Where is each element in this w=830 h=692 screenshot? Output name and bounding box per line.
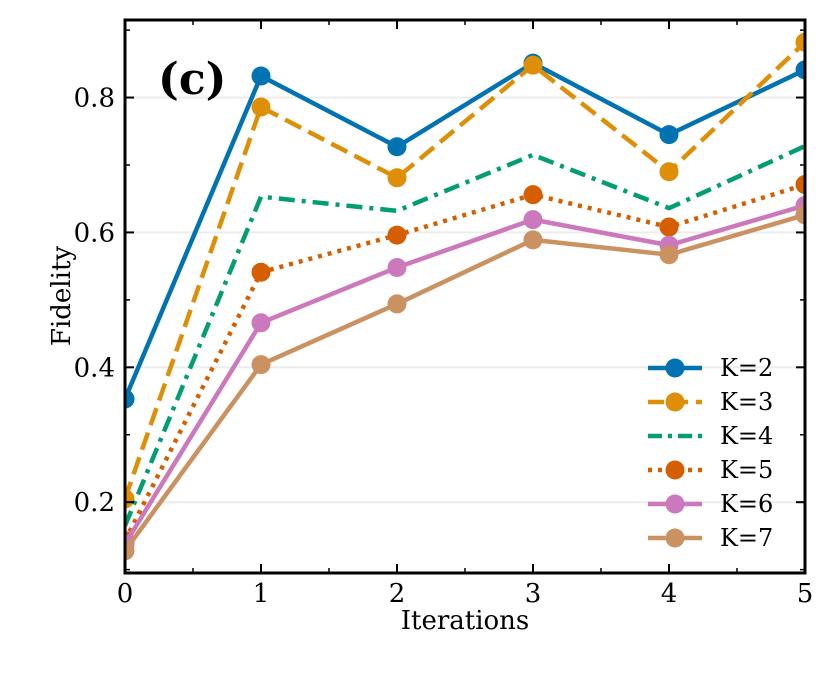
- data-point: [523, 230, 543, 250]
- series-line-k5: [125, 182, 805, 542]
- data-point: [523, 55, 543, 75]
- data-point: [387, 168, 407, 188]
- data-point: [659, 162, 679, 182]
- y-tick-label: 0.6: [74, 218, 115, 248]
- legend-label: K=5: [720, 456, 773, 484]
- data-point: [795, 32, 805, 52]
- axis-ticks: 0.2 0.4 0.6 0.8 0 1 2 3 4 5: [74, 20, 814, 609]
- data-point: [125, 389, 135, 409]
- data-point: [387, 258, 407, 278]
- data-point: [795, 175, 805, 195]
- legend-label: K=3: [720, 388, 773, 416]
- data-point: [523, 185, 543, 205]
- series-line-k2: [125, 60, 805, 400]
- x-axis-title: Iterations: [401, 606, 530, 636]
- x-tick-label: 1: [253, 579, 270, 609]
- data-point: [251, 262, 271, 282]
- series-line-k3: [125, 40, 805, 500]
- data-point: [523, 210, 543, 230]
- data-point: [387, 225, 407, 245]
- legend-marker: [665, 358, 685, 378]
- data-point: [387, 294, 407, 314]
- data-point: [659, 125, 679, 145]
- x-tick-label: 5: [797, 579, 814, 609]
- data-point: [387, 137, 407, 157]
- x-tick-label: 0: [117, 579, 134, 609]
- legend-marker: [665, 528, 685, 548]
- legend-label: K=6: [720, 490, 773, 518]
- y-tick-label: 0.2: [74, 488, 115, 518]
- data-point: [795, 205, 805, 225]
- legend-marker: [665, 392, 685, 412]
- data-point: [125, 541, 135, 561]
- data-point: [251, 355, 271, 375]
- data-point: [251, 66, 271, 86]
- y-tick-label: 0.8: [74, 84, 115, 114]
- series-line-k4: [125, 144, 805, 527]
- legend: K=2 K=3 K=4 K=5 K=6 K=7: [648, 354, 773, 552]
- x-tick-label: 4: [661, 579, 678, 609]
- data-point: [251, 97, 271, 117]
- y-tick-label: 0.4: [74, 353, 115, 383]
- data-point: [659, 245, 679, 265]
- series-line-k6: [125, 203, 805, 546]
- panel-label: (c): [158, 54, 226, 105]
- series-line-k7: [125, 212, 805, 553]
- data-point: [251, 313, 271, 333]
- data-point: [659, 217, 679, 237]
- legend-marker: [665, 460, 685, 480]
- legend-label: K=2: [720, 354, 773, 382]
- series-layer: [125, 32, 805, 561]
- data-point: [795, 60, 805, 80]
- x-tick-label: 3: [525, 579, 542, 609]
- legend-label: K=7: [720, 524, 773, 552]
- x-tick-label: 2: [389, 579, 406, 609]
- y-axis-title: Fidelity: [47, 246, 77, 346]
- legend-marker: [665, 494, 685, 514]
- legend-label: K=4: [720, 422, 773, 450]
